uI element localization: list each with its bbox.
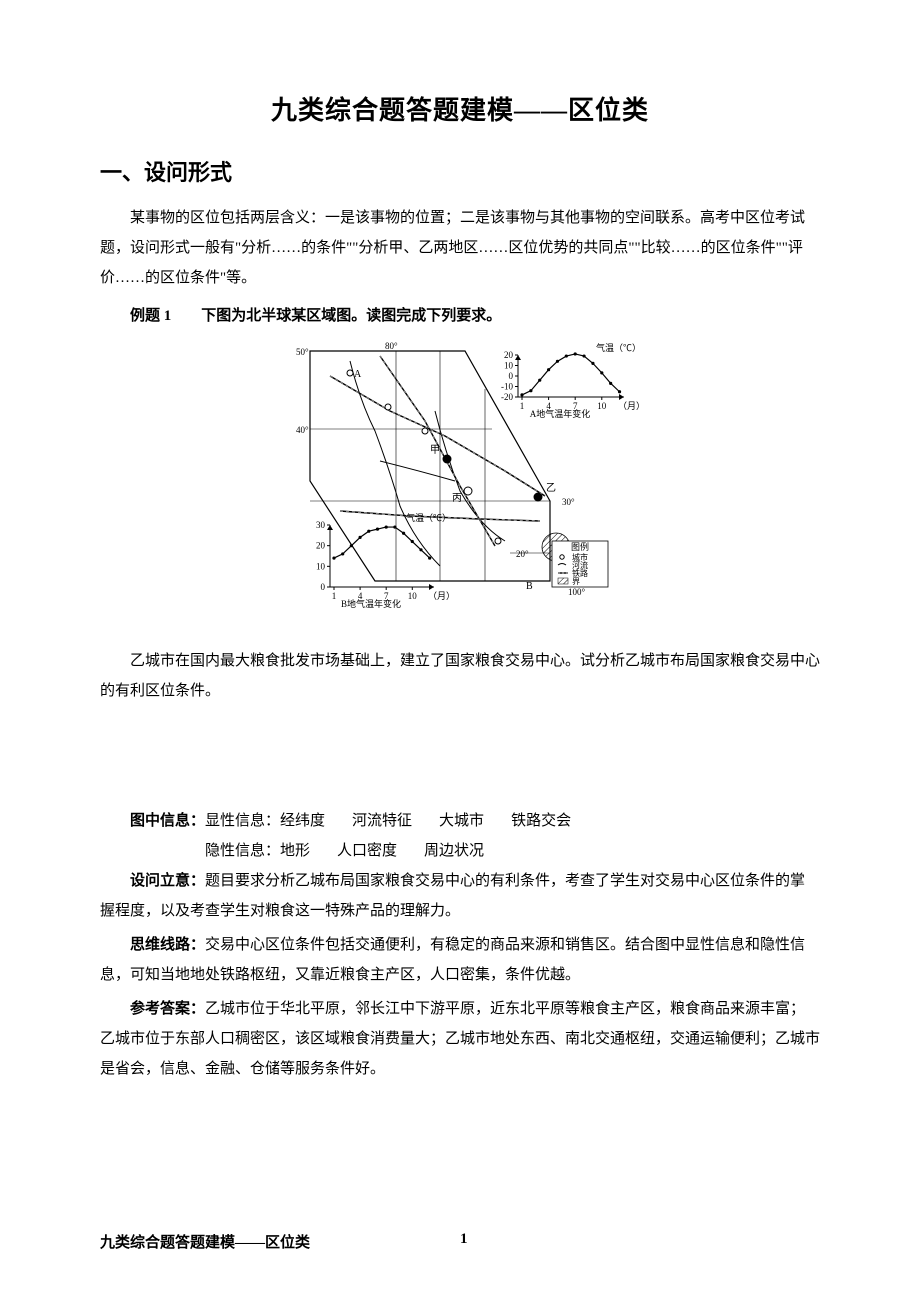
svg-text:40°: 40°: [296, 425, 309, 435]
svg-text:A: A: [354, 369, 362, 380]
thinking-label: 思维线路：: [130, 937, 205, 953]
info-explicit-item: 铁路交会: [511, 813, 571, 829]
svg-text:20°: 20°: [516, 549, 529, 559]
doc-title: 九类综合题答题建模——区位类: [100, 90, 820, 127]
info-explicit: 显性信息：经纬度: [205, 813, 325, 829]
svg-text:-20: -20: [501, 392, 513, 402]
svg-text:10: 10: [504, 361, 514, 371]
svg-text:气温（℃）: 气温（℃）: [596, 342, 640, 353]
svg-text:（月）: （月）: [618, 401, 640, 411]
svg-text:1: 1: [520, 401, 525, 411]
intent-label: 设问立意：: [130, 873, 205, 889]
svg-text:甲: 甲: [430, 445, 440, 456]
thinking-paragraph: 思维线路：交易中心区位条件包括交通便利，有稳定的商品来源和销售区。结合图中显性信…: [100, 930, 820, 990]
example-text: 下图为北半球某区域图。读图完成下列要求。: [201, 308, 501, 324]
svg-text:30°: 30°: [562, 497, 575, 507]
page-footer: 九类综合题答题建模——区位类 1: [100, 1231, 310, 1252]
answer-paragraph: 参考答案：乙城市位于华北平原，邻长江中下游平原，近东北平原等粮食主产区，粮食商品…: [100, 994, 820, 1084]
info-explicit-item: 大城市: [439, 813, 484, 829]
svg-text:0: 0: [509, 371, 514, 381]
thinking-text: 交易中心区位条件包括交通便利，有稳定的商品来源和销售区。结合图中显性信息和隐性信…: [100, 937, 805, 983]
footer-page-number: 1: [460, 1231, 468, 1248]
page: 九类综合题答题建模——区位类 一、设问形式 某事物的区位包括两层含义：一是该事物…: [0, 0, 920, 1302]
footer-text: 九类综合题答题建模——区位类: [100, 1235, 310, 1251]
svg-text:丙: 丙: [452, 493, 462, 504]
info-implicit-item: 人口密度: [337, 843, 397, 859]
intro-paragraph: 某事物的区位包括两层含义：一是该事物的位置；二是该事物与其他事物的空间联系。高考…: [100, 203, 820, 293]
info-implicit: 隐性信息：地形: [205, 843, 310, 859]
svg-text:（月）: （月）: [428, 591, 455, 601]
svg-text:100°: 100°: [568, 587, 586, 597]
svg-text:10: 10: [597, 401, 607, 411]
svg-text:界: 界: [572, 577, 580, 586]
svg-text:-10: -10: [501, 382, 513, 392]
svg-text:1: 1: [332, 591, 337, 601]
figure-wrap: 甲丙乙AB80°100°50°40°30°20°气温（℃）-20-1001020…: [100, 341, 820, 636]
svg-text:气温（℃）: 气温（℃）: [406, 512, 451, 523]
svg-text:图例: 图例: [571, 541, 589, 552]
svg-text:30: 30: [316, 520, 326, 530]
info-block: 图中信息：显性信息：经纬度 河流特征 大城市 铁路交会 隐性信息：地形 人口密度 周边状况…: [100, 806, 820, 1084]
info-implicit-item: 周边状况: [424, 843, 484, 859]
svg-text:A地气温年变化: A地气温年变化: [530, 408, 591, 419]
svg-text:20: 20: [316, 541, 326, 551]
answer-text: 乙城市位于华北平原，邻长江中下游平原，近东北平原等粮食主产区，粮食商品来源丰富；…: [100, 1001, 820, 1077]
section-heading-1: 一、设问形式: [100, 155, 820, 187]
info-label: 图中信息：: [130, 813, 205, 829]
svg-text:20: 20: [504, 350, 514, 360]
question-paragraph: 乙城市在国内最大粮食批发市场基础上，建立了国家粮食交易中心。试分析乙城市布局国家…: [100, 646, 820, 706]
intent-text: 题目要求分析乙城布局国家粮食交易中心的有利条件，考查了学生对交易中心区位条件的掌…: [100, 873, 805, 919]
example-label: 例题 1: [130, 308, 171, 324]
svg-text:B: B: [526, 581, 533, 592]
info-implicit-line: 隐性信息：地形 人口密度 周边状况: [100, 836, 820, 866]
figure: 甲丙乙AB80°100°50°40°30°20°气温（℃）-20-1001020…: [280, 341, 640, 631]
svg-text:10: 10: [408, 591, 418, 601]
answer-label: 参考答案：: [130, 1001, 205, 1017]
svg-text:80°: 80°: [385, 341, 398, 351]
svg-text:0: 0: [321, 582, 326, 592]
info-explicit-item: 河流特征: [352, 813, 412, 829]
svg-text:50°: 50°: [296, 347, 309, 357]
info-explicit-line: 图中信息：显性信息：经纬度 河流特征 大城市 铁路交会: [100, 806, 820, 836]
intent-paragraph: 设问立意：题目要求分析乙城布局国家粮食交易中心的有利条件，考查了学生对交易中心区…: [100, 866, 820, 926]
svg-text:10: 10: [316, 561, 326, 571]
svg-text:B地气温年变化: B地气温年变化: [341, 598, 401, 609]
example-line: 例题 1 下图为北半球某区域图。读图完成下列要求。: [100, 301, 820, 331]
svg-text:乙: 乙: [546, 482, 556, 494]
